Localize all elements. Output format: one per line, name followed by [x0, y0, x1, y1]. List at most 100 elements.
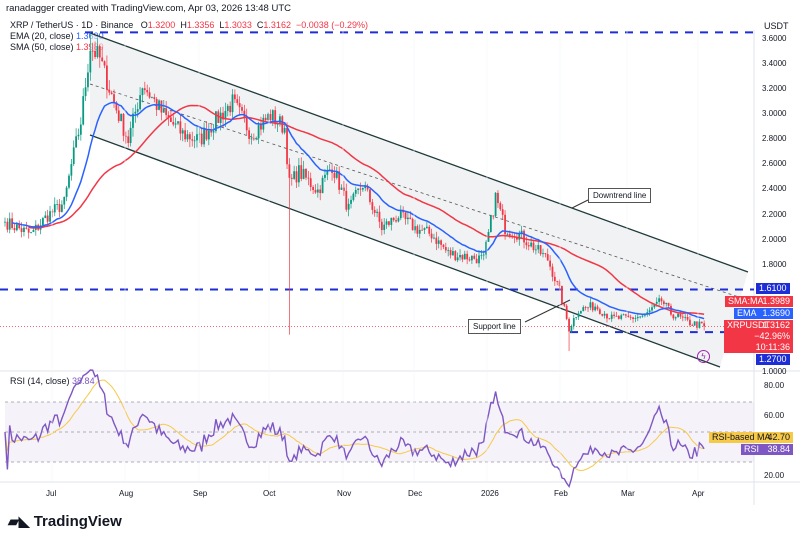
candle-body [58, 204, 61, 212]
rsi-line [4, 369, 705, 489]
candle [658, 294, 661, 306]
candle-body [629, 316, 632, 318]
candle-body [606, 313, 608, 319]
candle [96, 38, 99, 59]
candle-body [60, 204, 63, 212]
candle [117, 105, 120, 124]
candle-body [383, 224, 386, 231]
candle-body [141, 88, 144, 96]
tv-logo-icon: ▰◣ [8, 513, 30, 529]
candle [82, 88, 85, 126]
candle [620, 313, 623, 321]
candle-body [677, 313, 679, 318]
time-tick: Aug [119, 489, 134, 498]
candle [603, 310, 606, 319]
rsi-tick: 20.00 [764, 471, 785, 480]
candle [241, 104, 243, 114]
candle-body [245, 117, 248, 131]
candle-body [23, 227, 25, 233]
candle-body [478, 255, 480, 264]
candle [662, 299, 665, 307]
time-tick: Oct [263, 489, 276, 498]
candle [568, 317, 570, 351]
candle [226, 103, 229, 117]
support-channel-line [89, 134, 721, 368]
candle-body [200, 133, 203, 145]
candle-body [160, 100, 163, 113]
support-line-annotation[interactable]: Support line [468, 319, 521, 334]
candle-body [257, 124, 260, 139]
candle [58, 198, 61, 218]
candle-body [378, 211, 381, 222]
candle-body [248, 130, 251, 139]
candle-body [546, 254, 549, 261]
candle [634, 315, 637, 323]
candle-body [84, 87, 87, 97]
price-tick: 3.6000 [762, 33, 787, 43]
candle-body [25, 227, 28, 229]
candle [293, 165, 296, 180]
candle [700, 321, 703, 324]
candle [357, 188, 360, 195]
candle-body [354, 190, 357, 194]
rsi-tick: 80.00 [764, 381, 785, 390]
candle-body [338, 171, 341, 190]
candle [696, 321, 698, 331]
candle-body [229, 105, 232, 113]
candle [625, 313, 627, 318]
downtrend-line [89, 32, 749, 273]
candle [395, 215, 397, 223]
candle [106, 55, 108, 99]
tradingview-logo[interactable]: ▰◣ TradingView [8, 513, 122, 530]
candle-body [698, 321, 701, 328]
candle [255, 136, 258, 141]
downtrend-line-annotation[interactable]: Downtrend line [588, 188, 652, 203]
candle [75, 128, 77, 148]
candle-body [523, 230, 525, 243]
candle-body [444, 247, 447, 251]
candle-body [305, 168, 307, 178]
candle-body [30, 231, 32, 233]
lightning-icon[interactable]: ϟ [697, 350, 710, 363]
candle [672, 313, 675, 321]
channel-midline [89, 83, 749, 301]
ema-legend[interactable]: EMA (20, close) 1.3690 [10, 31, 104, 41]
last-price: 1.3162 [762, 320, 790, 330]
symbol-title[interactable]: XRP / TetherUS · 1D · Binance [10, 20, 134, 30]
candle [440, 239, 442, 251]
candle-body [4, 221, 6, 223]
candle-body [297, 165, 300, 183]
candle-body [648, 310, 651, 313]
candle-body [210, 130, 213, 133]
candle [378, 205, 381, 229]
candle-body [165, 108, 168, 116]
rsi-ma-line [4, 379, 705, 472]
candle [177, 121, 179, 126]
ohlc-legend: XRP / TetherUS · 1D · Binance O1.3200 H1… [10, 20, 368, 30]
candle-body [357, 188, 360, 191]
sma-tag-value: 1.3989 [762, 296, 790, 306]
candle-body [627, 315, 630, 317]
percent-change: −42.96% [754, 331, 790, 341]
rsi-tag-value: 38.84 [767, 444, 790, 454]
candle-body [404, 212, 407, 220]
candle-body [582, 307, 585, 312]
candle [532, 239, 535, 253]
candle [148, 87, 151, 99]
candle [269, 109, 272, 124]
candle [181, 128, 184, 142]
candle-body [288, 164, 291, 178]
candle [553, 271, 556, 286]
candle [283, 123, 286, 135]
candle-body [134, 111, 137, 114]
candle-body [293, 171, 296, 179]
sma-legend[interactable]: SMA (50, close) 1.3989 [10, 42, 104, 52]
candle [167, 111, 170, 126]
candle-body [591, 302, 594, 311]
candle [591, 301, 594, 313]
candle-body [492, 215, 495, 217]
rsi-legend[interactable]: RSI (14, close) 38.84 [10, 376, 95, 386]
candle [606, 313, 608, 323]
candle-body [151, 97, 153, 98]
